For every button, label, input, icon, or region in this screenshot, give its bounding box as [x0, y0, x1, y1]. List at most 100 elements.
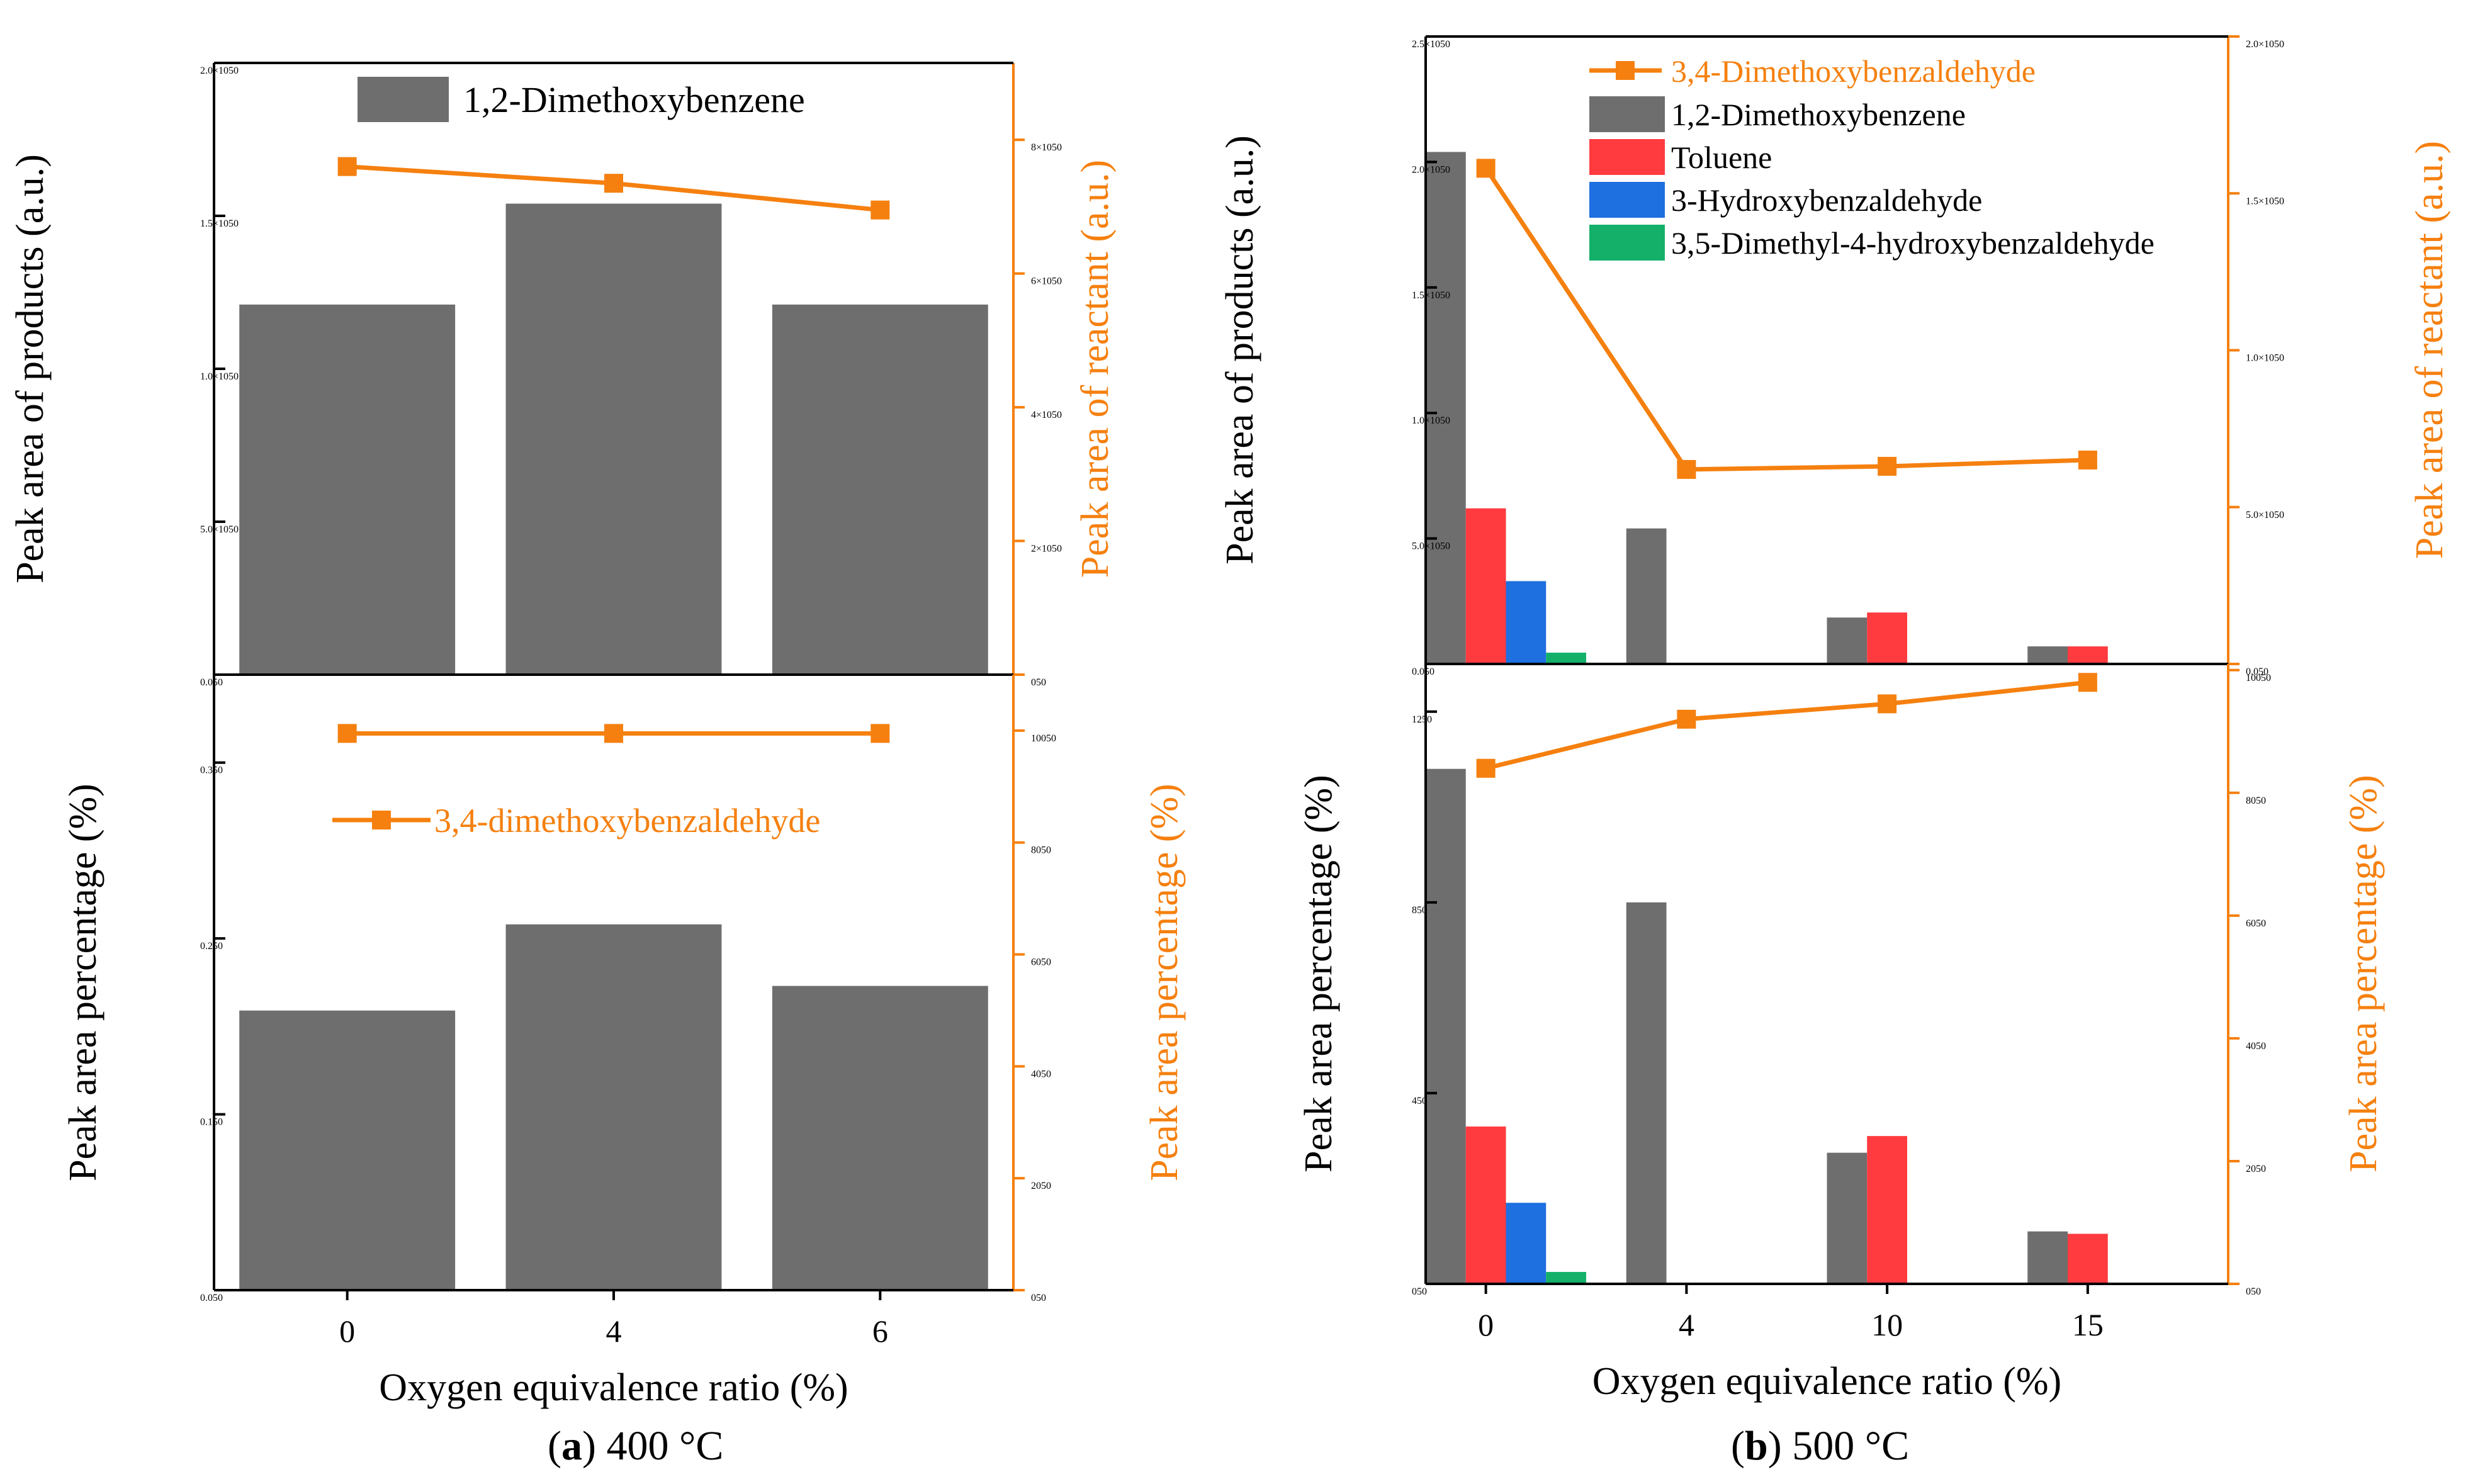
- chart-b-top-bar-green-0: [1546, 653, 1586, 664]
- svg-text:5.0×1050: 5.0×1050: [2246, 510, 2284, 520]
- chart-b-top-bar-red-2: [1867, 612, 1907, 664]
- legend-b-top-swatch-2: [1589, 182, 1665, 218]
- svg-text:050: 050: [1031, 677, 1046, 688]
- caption-a-letter: a: [561, 1423, 582, 1469]
- chart-b-bottom-xtick-label-1: 4: [1679, 1307, 1694, 1342]
- svg-text:050: 050: [2246, 1286, 2261, 1297]
- chart-b-bottom-bar-red-0: [1465, 1126, 1506, 1284]
- caption-b-temp: 500 °C: [1781, 1423, 1910, 1469]
- chart-b-bottom-bar-blue-0: [1506, 1203, 1547, 1284]
- chart-b-top-bar-gray-2: [1827, 617, 1868, 664]
- svg-text:2.0×1050: 2.0×1050: [200, 65, 239, 76]
- chart-a-bottom-line-point-2: [871, 724, 890, 743]
- legend-a-bottom-marker: [372, 811, 391, 829]
- chart-a-bottom-line-point-1: [604, 724, 623, 743]
- svg-text:10050: 10050: [1031, 733, 1056, 744]
- legend-a-top-label: 1,2-Dimethoxybenzene: [463, 79, 805, 120]
- legend-a-bottom-label: 3,4-dimethoxybenzaldehyde: [434, 802, 820, 840]
- chart-a-top-line-point-1: [604, 174, 623, 193]
- svg-text:1.5×1050: 1.5×1050: [200, 218, 239, 229]
- chart-a-top-bar-gray-0: [239, 304, 456, 675]
- chart-a-top-ylabel-right: Peak area of reactant (a.u.): [1074, 160, 1117, 578]
- chart-b-bottom-line: [1485, 680, 2088, 771]
- svg-text:4050: 4050: [2246, 1041, 2266, 1052]
- chart-b-bottom-bar-red-3: [2068, 1234, 2108, 1284]
- chart-b-bottom-line-point-0: [1476, 758, 1496, 778]
- svg-text:2.0×1050: 2.0×1050: [1412, 164, 1450, 175]
- chart-b-top-line-point-2: [1878, 456, 1897, 476]
- chart-a-bottom-bar-gray-2: [772, 986, 988, 1290]
- chart-b-bottom-ylabel-right: Peak area percentage (%): [2342, 775, 2385, 1172]
- chart-b-bottom-line-point-2: [1878, 694, 1897, 714]
- chart-b-top-line-point-3: [2078, 450, 2097, 469]
- caption-b-letter: b: [1744, 1423, 1768, 1469]
- svg-text:850: 850: [1412, 905, 1427, 916]
- legend-b-top-label-1: 1,2-Dimethoxybenzene: [1671, 97, 1966, 132]
- caption-a-temp: 400 °C: [595, 1423, 724, 1469]
- legend-b-top-swatch-0: [1589, 96, 1665, 132]
- svg-text:1250: 1250: [1412, 714, 1432, 725]
- chart-a-bottom-xlabel: Oxygen equivalence ratio (%): [379, 1366, 848, 1409]
- svg-text:0.050: 0.050: [2246, 666, 2268, 677]
- chart-b-top-line: [1484, 167, 2088, 472]
- chart-a-top-ylabel-left: Peak area of products (a.u.): [9, 154, 52, 583]
- svg-text:2.0×1050: 2.0×1050: [2246, 39, 2284, 50]
- caption-a: (a) 400 °C: [548, 1423, 724, 1469]
- svg-text:4050: 4050: [1031, 1069, 1051, 1079]
- chart-a-bottom-bar-gray-0: [239, 1010, 456, 1290]
- chart-a-bottom-bar-gray-1: [505, 924, 722, 1290]
- legend-b-top-label-3: 3-Hydroxybenzaldehyde: [1671, 183, 1982, 218]
- chart-a-bottom-ylabel-right: Peak area percentage (%): [1143, 784, 1186, 1181]
- chart-b-top-ylabel-left: Peak area of products (a.u.): [1219, 135, 1261, 565]
- svg-text:450: 450: [1412, 1096, 1427, 1106]
- svg-text:2.5×1050: 2.5×1050: [1412, 39, 1450, 50]
- svg-text:1.0×1050: 1.0×1050: [2246, 353, 2284, 364]
- legend-b-top-swatch-1: [1589, 139, 1665, 175]
- svg-text:5.0×1050: 5.0×1050: [200, 524, 239, 535]
- svg-text:0.050: 0.050: [1412, 666, 1434, 677]
- chart-b-top-bar-red-3: [2068, 646, 2108, 664]
- chart-a-top-bar-gray-2: [772, 304, 988, 675]
- svg-text:0.350: 0.350: [200, 765, 223, 776]
- chart-b-top-bar-gray-1: [1626, 528, 1667, 664]
- svg-text:2×1050: 2×1050: [1031, 544, 1062, 554]
- legend-b-top-label-2: Toluene: [1671, 140, 1772, 175]
- svg-text:2050: 2050: [1031, 1181, 1051, 1191]
- caption-b: (b) 500 °C: [1731, 1423, 1910, 1469]
- svg-text:6050: 6050: [1031, 957, 1051, 968]
- legend-a-top-swatch: [358, 77, 449, 122]
- chart-b-top-ylabel-right: Peak area of reactant (a.u.): [2408, 141, 2451, 559]
- chart-a-bottom-xtick-label-2: 6: [872, 1313, 888, 1349]
- chart-a-bottom-line-point-0: [337, 724, 357, 743]
- svg-text:6×1050: 6×1050: [1031, 276, 1062, 287]
- chart-b-bottom-xtick-label-2: 10: [1871, 1307, 1903, 1342]
- chart-b-bottom-bar-gray-2: [1827, 1152, 1868, 1284]
- svg-text:050: 050: [1412, 1286, 1427, 1297]
- svg-text:0.150: 0.150: [200, 1117, 223, 1128]
- svg-text:0.050: 0.050: [200, 677, 223, 688]
- chart-b-bottom-bar-gray-0: [1426, 768, 1466, 1284]
- svg-text:8050: 8050: [1031, 845, 1051, 856]
- svg-text:6050: 6050: [2246, 918, 2266, 929]
- legend-b-top-label-0: 3,4-Dimethoxybenzaldehyde: [1671, 53, 2036, 89]
- chart-b-bottom-xtick-label-0: 0: [1478, 1307, 1494, 1342]
- legend-b-top-marker: [1616, 61, 1635, 80]
- chart-a-bottom-ylabel-left: Peak area percentage (%): [62, 784, 104, 1181]
- svg-text:8050: 8050: [2246, 795, 2266, 806]
- chart-b-top-bar-blue-0: [1506, 581, 1547, 664]
- chart-b-top-bar-gray-0: [1426, 152, 1466, 664]
- chart-b-bottom-xlabel: Oxygen equivalence ratio (%): [1592, 1360, 2061, 1403]
- svg-text:050: 050: [1031, 1293, 1046, 1303]
- chart-b-bottom-xtick-label-3: 15: [2072, 1307, 2104, 1342]
- svg-text:0.050: 0.050: [200, 1293, 223, 1303]
- svg-text:5.0×1050: 5.0×1050: [1412, 541, 1450, 552]
- svg-text:8×1050: 8×1050: [1031, 142, 1062, 153]
- svg-text:0.250: 0.250: [200, 941, 223, 952]
- chart-b-bottom-bar-green-0: [1546, 1272, 1586, 1284]
- svg-text:1.0×1050: 1.0×1050: [1412, 415, 1450, 426]
- chart-b-top-bar-red-0: [1465, 508, 1506, 664]
- svg-text:1.0×1050: 1.0×1050: [200, 371, 239, 382]
- chart-b-bottom-bar-gray-3: [2027, 1231, 2068, 1284]
- chart-b-bottom-ylabel-left: Peak area percentage (%): [1297, 775, 1340, 1172]
